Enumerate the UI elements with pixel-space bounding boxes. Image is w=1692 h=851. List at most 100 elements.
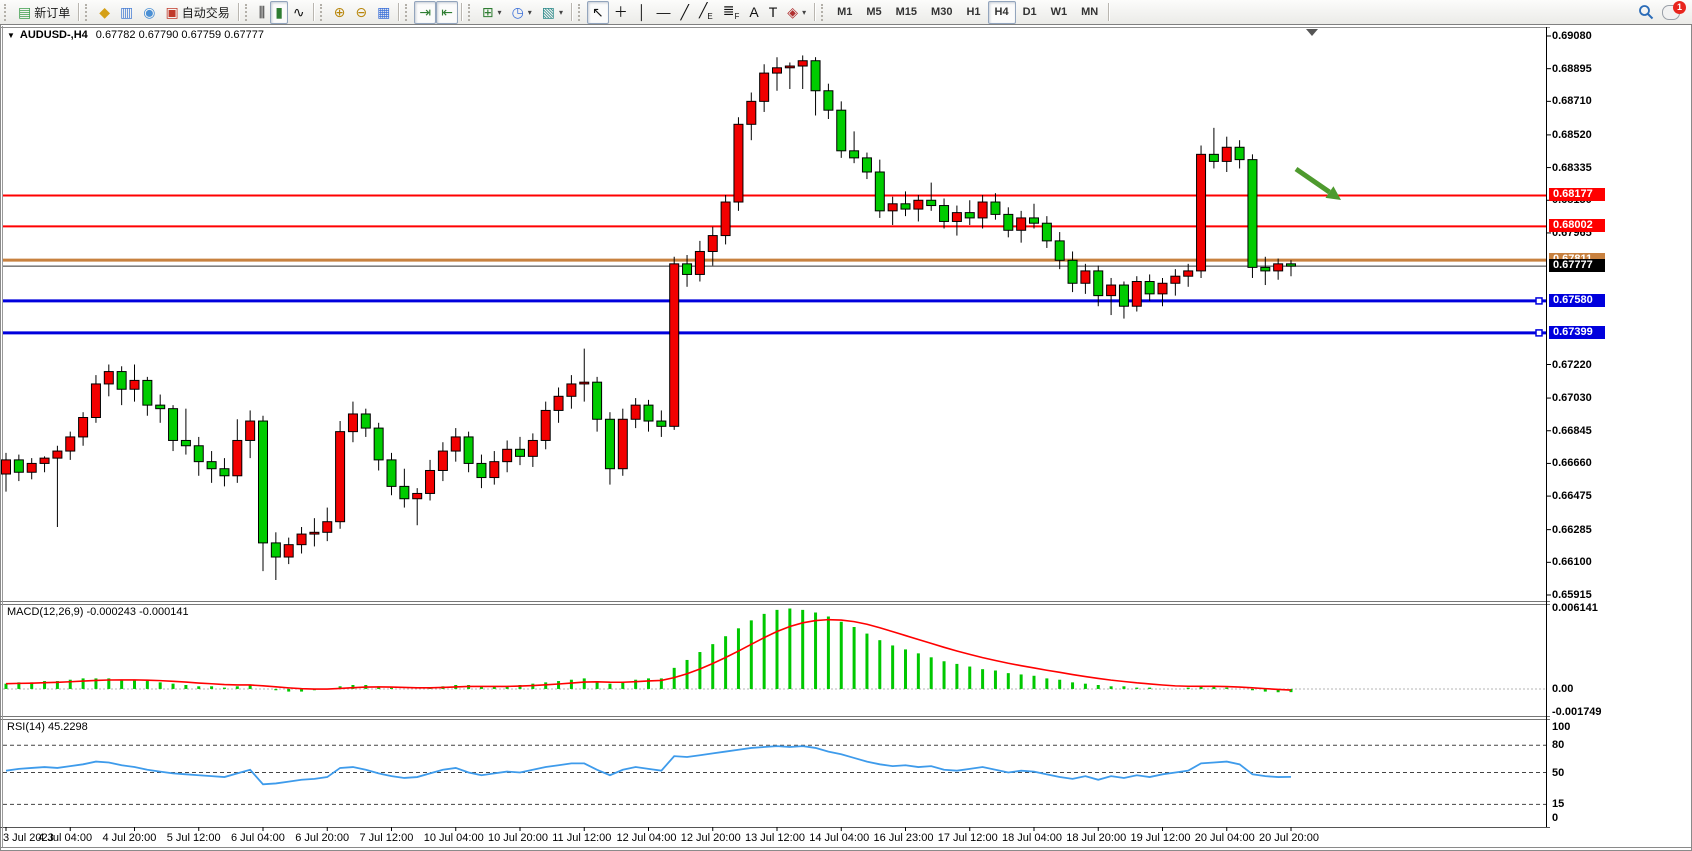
- trendline-tool-button[interactable]: ╱: [676, 1, 694, 24]
- tf-w1-label: W1: [1050, 6, 1068, 18]
- timeframe-tf-m1[interactable]: M1: [830, 1, 859, 24]
- auto-trading-button[interactable]: ▣ 自动交易: [160, 1, 234, 24]
- tf-m1-label: M1: [837, 6, 853, 18]
- timeframe-tf-d1[interactable]: D1: [1016, 1, 1044, 24]
- timeframe-tf-m30[interactable]: M30: [924, 1, 959, 24]
- time-tick-label: 14 Jul 04:00: [809, 832, 870, 844]
- time-tick-label: 17 Jul 12:00: [937, 832, 998, 844]
- time-tick-label: 3 Jul 2023: [3, 832, 54, 844]
- templates-button[interactable]: ▧ ▾: [537, 1, 568, 24]
- toolbar: ▤ 新订单 ◆ ▥ ◉ ▣ 自动交易 ⫼ ▮ ∿ ⊕ ⊖ ▦ ⇥ ⇤ ⊞ ▾ ◷ ▾ ▧ ▾ ↖ ＋ │ — ╱ ╱E ≣F A T ◈ ▾ M…: [0, 0, 1692, 25]
- price-tick-label: 0.68335: [1552, 161, 1592, 174]
- ohlc-quote-label: 0.67782 0.67790 0.67759 0.67777: [95, 29, 264, 41]
- cursor-button[interactable]: ↖: [587, 0, 609, 24]
- bar-chart-button[interactable]: ⫼: [254, 1, 270, 24]
- hline-price-label: 0.67399: [1549, 325, 1605, 339]
- equidistant-channel-tool-button[interactable]: ╱E: [694, 1, 718, 24]
- search-icon[interactable]: [1638, 4, 1654, 20]
- data-window-button[interactable]: ▥: [115, 1, 138, 24]
- time-tick-label: 18 Jul 20:00: [1066, 832, 1127, 844]
- time-tick-label: 13 Jul 12:00: [745, 832, 805, 844]
- price-tick-label: 0.67220: [1552, 358, 1592, 371]
- macd-tick-label: 0.006141: [1552, 602, 1598, 614]
- line-chart-icon: ∿: [292, 4, 305, 20]
- new-order-button[interactable]: ▤ 新订单: [13, 1, 75, 24]
- chart-shift-icon: ⇤: [441, 4, 453, 20]
- price-tick-label: 0.66100: [1552, 556, 1592, 569]
- price-tick-label: 0.65915: [1552, 589, 1592, 601]
- toolbar-separator: [1108, 3, 1111, 21]
- time-tick-label: 12 Jul 20:00: [680, 832, 741, 844]
- navigator-icon: ◉: [143, 4, 156, 20]
- time-tick-label: 16 Jul 23:00: [873, 832, 934, 844]
- tile-windows-icon: ▦: [377, 4, 391, 20]
- horizontal-line-tool-button[interactable]: —: [652, 1, 676, 24]
- symbol-dropdown-icon[interactable]: ▼: [7, 31, 15, 40]
- toolbar-grip: [85, 3, 90, 21]
- dropdown-caret-icon[interactable]: ▾: [527, 7, 532, 17]
- timeframe-tf-h1[interactable]: H1: [959, 1, 987, 24]
- timeframe-tf-mn[interactable]: MN: [1074, 1, 1105, 24]
- time-tick-label: 5 Jul 12:00: [166, 832, 221, 844]
- indicators-list-button[interactable]: ⊞ ▾: [477, 1, 507, 24]
- time-tick-label: 6 Jul 04:00: [231, 832, 285, 844]
- auto-scroll-button[interactable]: ⇥: [414, 0, 437, 24]
- timeframe-tf-m5[interactable]: M5: [859, 1, 888, 24]
- zoom-in-icon: ⊕: [333, 4, 346, 20]
- navigator-button[interactable]: ◉: [138, 1, 160, 24]
- tf-mn-label: MN: [1081, 6, 1099, 18]
- timeframe-tf-h4[interactable]: H4: [987, 0, 1016, 24]
- dropdown-caret-icon[interactable]: ▾: [559, 7, 564, 17]
- dropdown-caret-icon[interactable]: ▾: [802, 7, 807, 17]
- new-order-label: 新订单: [34, 5, 71, 20]
- trend-icon: ╱: [680, 4, 689, 20]
- toolbar-separator: [814, 3, 817, 21]
- line-chart-button[interactable]: ∿: [288, 1, 310, 24]
- time-tick-label: 10 Jul 20:00: [488, 832, 548, 844]
- vertical-line-tool-button[interactable]: │: [633, 1, 652, 24]
- text-tool-button[interactable]: A: [744, 1, 763, 24]
- arrows-tool-button[interactable]: ◈ ▾: [782, 1, 811, 24]
- rsi-tick-label: 0: [1552, 812, 1559, 824]
- rsi-tick-label: 50: [1552, 766, 1565, 779]
- timeframe-tf-w1[interactable]: W1: [1044, 1, 1075, 24]
- macd-tick-label: 0.00: [1552, 682, 1574, 695]
- toolbar-separator: [398, 3, 401, 21]
- crosshair-button[interactable]: ＋: [609, 1, 633, 24]
- templates-icon: ▧: [541, 4, 556, 20]
- chart-shift-button[interactable]: ⇤: [436, 0, 458, 24]
- toolbar-separator: [312, 3, 315, 21]
- auto-scroll-icon: ⇥: [419, 4, 432, 20]
- dropdown-caret-icon[interactable]: ▾: [497, 7, 502, 17]
- time-tick-label: 18 Jul 04:00: [1002, 832, 1062, 844]
- timeframe-tf-m15[interactable]: M15: [889, 1, 924, 24]
- market-watch-button[interactable]: ◆: [94, 1, 115, 24]
- tf-m30-label: M30: [931, 6, 953, 18]
- tf-d1-label: D1: [1022, 6, 1037, 18]
- candlestick-icon: ▮: [275, 4, 283, 20]
- zoom-out-button[interactable]: ⊖: [350, 1, 372, 24]
- periods-button[interactable]: ◷ ▾: [507, 1, 537, 24]
- label-icon: T: [768, 4, 778, 20]
- chat-icon[interactable]: 1: [1662, 0, 1686, 20]
- hline-price-label: 0.68177: [1549, 188, 1605, 202]
- time-tick-label: 11 Jul 12:00: [552, 832, 612, 844]
- channel-icon: ╱E: [698, 2, 713, 21]
- zoom-in-button[interactable]: ⊕: [329, 1, 351, 24]
- macd-tick-label: -0.001749: [1552, 706, 1602, 718]
- text-label-tool-button[interactable]: T: [764, 1, 783, 24]
- cursor-icon: ↖: [592, 4, 604, 20]
- fibonacci-tool-button[interactable]: ≣F: [718, 1, 745, 24]
- data-window-icon: ▥: [120, 4, 134, 20]
- tf-h4-label: H4: [994, 6, 1009, 18]
- auto-trading-icon: ▣: [165, 4, 179, 20]
- indicators-icon: ⊞: [481, 4, 494, 20]
- toolbar-grip: [244, 3, 250, 21]
- zoom-out-icon: ⊖: [355, 4, 368, 20]
- candlestick-chart-button[interactable]: ▮: [270, 0, 288, 24]
- tf-h1-label: H1: [966, 6, 981, 18]
- time-tick-label: 7 Jul 12:00: [359, 832, 414, 844]
- crosshair-icon: ＋: [613, 4, 628, 20]
- tile-windows-button[interactable]: ▦: [372, 1, 395, 24]
